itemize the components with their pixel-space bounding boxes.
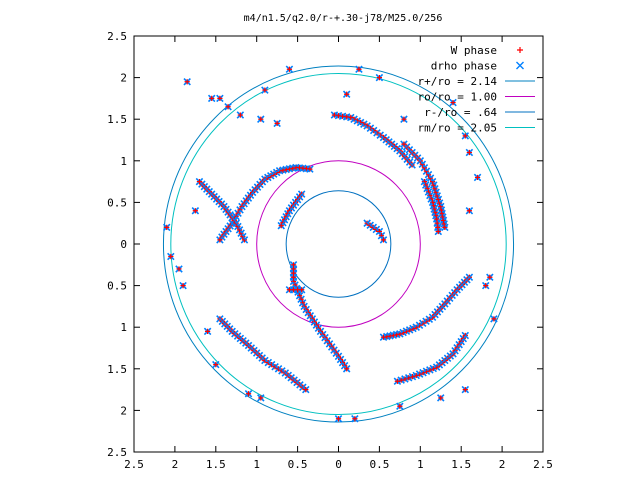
w-phase-point — [344, 114, 350, 120]
x-tick-label: 0.5 — [369, 458, 389, 471]
legend-label: ro/ro = 1.00 — [418, 91, 497, 104]
w-phase-point — [184, 79, 190, 85]
legend-plus-marker — [517, 47, 523, 53]
phase-points — [162, 65, 498, 423]
w-phase-point — [450, 99, 456, 106]
w-phase-point — [192, 208, 198, 214]
x-tick-label: 2 — [172, 458, 179, 471]
legend-label: W phase — [451, 44, 497, 57]
legend: W phase drho phase r+/ro = 2.14 ro/ro = 1.0… — [418, 44, 535, 135]
w-phase-point — [483, 283, 489, 289]
w-phase-point — [394, 378, 400, 384]
w-phase-point — [380, 334, 387, 340]
w-phase-point — [258, 116, 264, 122]
y-tick-label: 1.5 — [107, 363, 127, 376]
w-phase-point — [176, 266, 182, 272]
w-phase-point — [466, 149, 472, 156]
w-phase-point — [462, 133, 468, 139]
w-phase-point — [348, 114, 354, 121]
x-tick-label: 1.5 — [451, 458, 471, 471]
w-phase-point — [344, 366, 350, 372]
legend-cross-marker — [516, 61, 524, 70]
y-tick-label: 2.5 — [107, 446, 127, 459]
circle-ro-ro — [256, 160, 421, 328]
y-tick-label: 0.5 — [107, 280, 127, 293]
w-phase-point — [380, 237, 387, 243]
w-phase-point — [274, 120, 280, 126]
w-phase-point — [435, 228, 441, 235]
w-phase-point — [209, 95, 215, 101]
w-phase-point — [286, 66, 293, 72]
x-tick-label: 0.5 — [288, 458, 308, 471]
y-tick-label: 2 — [120, 404, 127, 417]
w-phase-point — [474, 174, 481, 181]
circle-rm-ro — [170, 72, 507, 416]
legend-label: rm/ro = 2.05 — [418, 122, 497, 135]
legend-label: r-/ro = .64 — [424, 106, 497, 119]
w-phase-point — [339, 113, 346, 119]
y-tick-label: 2.5 — [107, 30, 127, 43]
w-phase-point — [491, 316, 497, 322]
w-phase-point — [262, 87, 268, 93]
w-phase-point — [164, 224, 170, 230]
w-phase-point — [356, 66, 362, 72]
w-phase-point — [217, 237, 223, 243]
circle-r--ro — [285, 190, 392, 298]
w-phase-point — [168, 253, 174, 260]
w-phase-point — [335, 113, 342, 119]
w-phase-point — [401, 141, 407, 147]
w-phase-point — [466, 208, 472, 214]
x-tick-label: 0 — [335, 458, 342, 471]
w-phase-point — [225, 104, 231, 110]
w-phase-point — [397, 403, 403, 409]
x-tick-label: 1 — [253, 458, 260, 471]
x-tick-label: 1 — [417, 458, 424, 471]
w-phase-point — [352, 416, 358, 422]
y-tick-label: 0 — [120, 238, 127, 251]
w-phase-point — [245, 391, 252, 397]
w-phase-point — [331, 112, 338, 118]
w-phase-point — [180, 283, 186, 289]
w-phase-point — [205, 328, 211, 334]
w-phase-point — [213, 362, 219, 368]
reference-circles — [162, 65, 515, 423]
legend-label: r+/ro = 2.14 — [418, 75, 498, 88]
axis-ticks: 2.5 2 1.5 1 0.5 0 0.5 1 1.5 2 2.52.521.510.500.511… — [107, 30, 553, 471]
y-tick-label: 0.5 — [107, 196, 127, 209]
w-phase-point — [237, 112, 243, 118]
x-tick-label: 2.5 — [533, 458, 553, 471]
chart-title: m4/n1.5/q2.0/r-+.30-j78/M25.0/256 — [244, 13, 443, 24]
w-phase-point — [462, 387, 468, 393]
w-phase-point — [376, 75, 382, 81]
circle-r+-ro — [162, 65, 515, 423]
w-phase-point — [196, 179, 203, 185]
w-phase-point — [438, 395, 444, 401]
w-phase-point — [344, 91, 350, 97]
w-phase-point — [258, 395, 264, 401]
y-tick-label: 1 — [120, 155, 127, 168]
w-phase-point — [487, 274, 493, 280]
w-phase-point — [217, 95, 223, 101]
x-tick-label: 2 — [499, 458, 506, 471]
w-phase-point — [401, 116, 407, 122]
y-tick-label: 2 — [120, 72, 127, 85]
x-tick-label: 1.5 — [206, 458, 226, 471]
y-tick-label: 1.5 — [107, 113, 127, 126]
w-phase-point — [286, 287, 293, 293]
w-phase-point — [278, 223, 284, 229]
y-tick-label: 1 — [120, 321, 127, 334]
x-tick-label: 2.5 — [124, 458, 144, 471]
w-phase-point — [335, 416, 342, 422]
legend-label: drho phase — [431, 60, 497, 73]
w-phase-point — [303, 387, 309, 393]
